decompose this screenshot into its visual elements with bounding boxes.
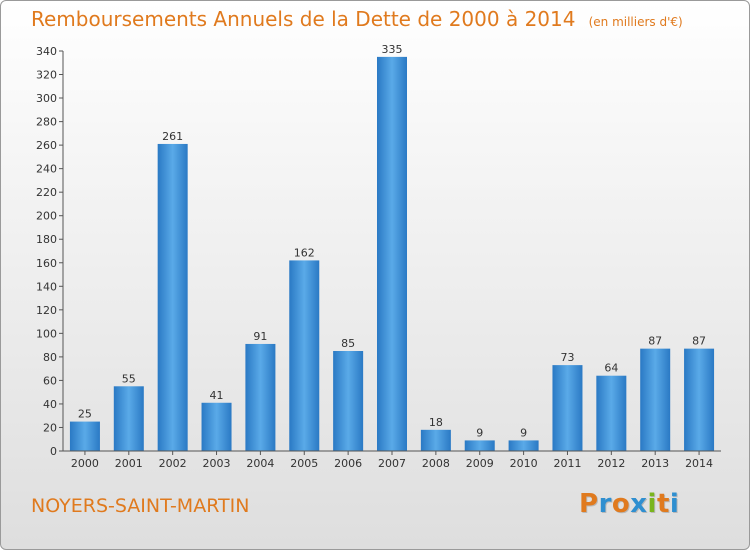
y-tick-label: 220: [36, 186, 57, 199]
y-tick-label: 180: [36, 233, 57, 246]
bar-2010: [508, 440, 539, 451]
proxiti-logo: Proxiti: [579, 489, 679, 519]
data-label-2000: 25: [78, 408, 92, 421]
y-tick-label: 120: [36, 304, 57, 317]
x-tick-label-2007: 2007: [378, 457, 406, 470]
data-label-2005: 162: [294, 246, 315, 259]
y-tick-label: 100: [36, 327, 57, 340]
y-tick-label: 240: [36, 163, 57, 176]
x-tick-label-2000: 2000: [71, 457, 99, 470]
y-tick-label: 200: [36, 210, 57, 223]
x-tick-label-2004: 2004: [246, 457, 274, 470]
y-tick-label: 340: [36, 45, 57, 58]
data-label-2001: 55: [122, 372, 136, 385]
y-tick-label: 320: [36, 69, 57, 82]
x-tick-label-2010: 2010: [510, 457, 538, 470]
y-tick-label: 40: [43, 398, 57, 411]
bar-2009: [464, 440, 495, 451]
logo-letter: i: [669, 489, 680, 519]
data-label-2010: 9: [520, 426, 527, 439]
bar-2014: [684, 348, 715, 451]
logo-letter: x: [630, 489, 648, 519]
data-label-2013: 87: [648, 335, 662, 348]
data-label-2009: 9: [476, 426, 483, 439]
commune-name: NOYERS-SAINT-MARTIN: [31, 495, 250, 517]
bar-2000: [69, 421, 100, 451]
bar-2004: [245, 343, 276, 451]
x-tick-label-2009: 2009: [466, 457, 494, 470]
y-tick-label: 60: [43, 374, 57, 387]
x-tick-label-2003: 2003: [203, 457, 231, 470]
data-label-2012: 64: [604, 362, 618, 375]
bar-2013: [640, 348, 671, 451]
y-tick-label: 280: [36, 116, 57, 129]
y-tick-label: 0: [50, 445, 57, 458]
x-tick-label-2005: 2005: [290, 457, 318, 470]
x-tick-label-2012: 2012: [597, 457, 625, 470]
y-tick-label: 80: [43, 351, 57, 364]
bar-2007: [377, 56, 407, 451]
bar-2008: [420, 429, 451, 451]
bar-2011: [552, 365, 583, 451]
x-tick-label-2013: 2013: [641, 457, 669, 470]
data-label-2003: 41: [210, 389, 224, 402]
bar-2005: [289, 260, 320, 451]
y-tick-label: 20: [43, 421, 57, 434]
data-label-2006: 85: [341, 337, 355, 350]
x-tick-label-2011: 2011: [553, 457, 581, 470]
logo-letter: P: [579, 489, 599, 519]
bar-2012: [596, 375, 627, 451]
chart-title: Remboursements Annuels de la Dette de 20…: [31, 7, 576, 31]
x-tick-label-2002: 2002: [159, 457, 187, 470]
y-tick-label: 140: [36, 280, 57, 293]
x-tick-label-2001: 2001: [115, 457, 143, 470]
data-label-2002: 261: [162, 130, 183, 143]
y-tick-label: 160: [36, 257, 57, 270]
data-label-2011: 73: [560, 351, 574, 364]
bar-2006: [333, 351, 364, 451]
logo-letter: o: [611, 489, 631, 519]
data-label-2008: 18: [429, 416, 443, 429]
logo-letter: i: [647, 489, 657, 519]
title-row: Remboursements Annuels de la Dette de 20…: [31, 7, 683, 31]
y-tick-label: 300: [36, 92, 57, 105]
data-label-2014: 87: [692, 335, 706, 348]
logo-letter: t: [656, 489, 670, 519]
data-label-2004: 91: [253, 330, 267, 343]
x-tick-label-2014: 2014: [685, 457, 713, 470]
x-tick-label-2006: 2006: [334, 457, 362, 470]
chart-subtitle: (en milliers d'€): [588, 15, 683, 29]
y-tick-label: 260: [36, 139, 57, 152]
logo-letter: r: [598, 489, 612, 519]
x-tick-label-2008: 2008: [422, 457, 450, 470]
data-label-2007: 335: [382, 43, 403, 56]
bar-2001: [113, 386, 144, 451]
bar-2002: [157, 143, 188, 452]
bar-2003: [201, 402, 232, 451]
